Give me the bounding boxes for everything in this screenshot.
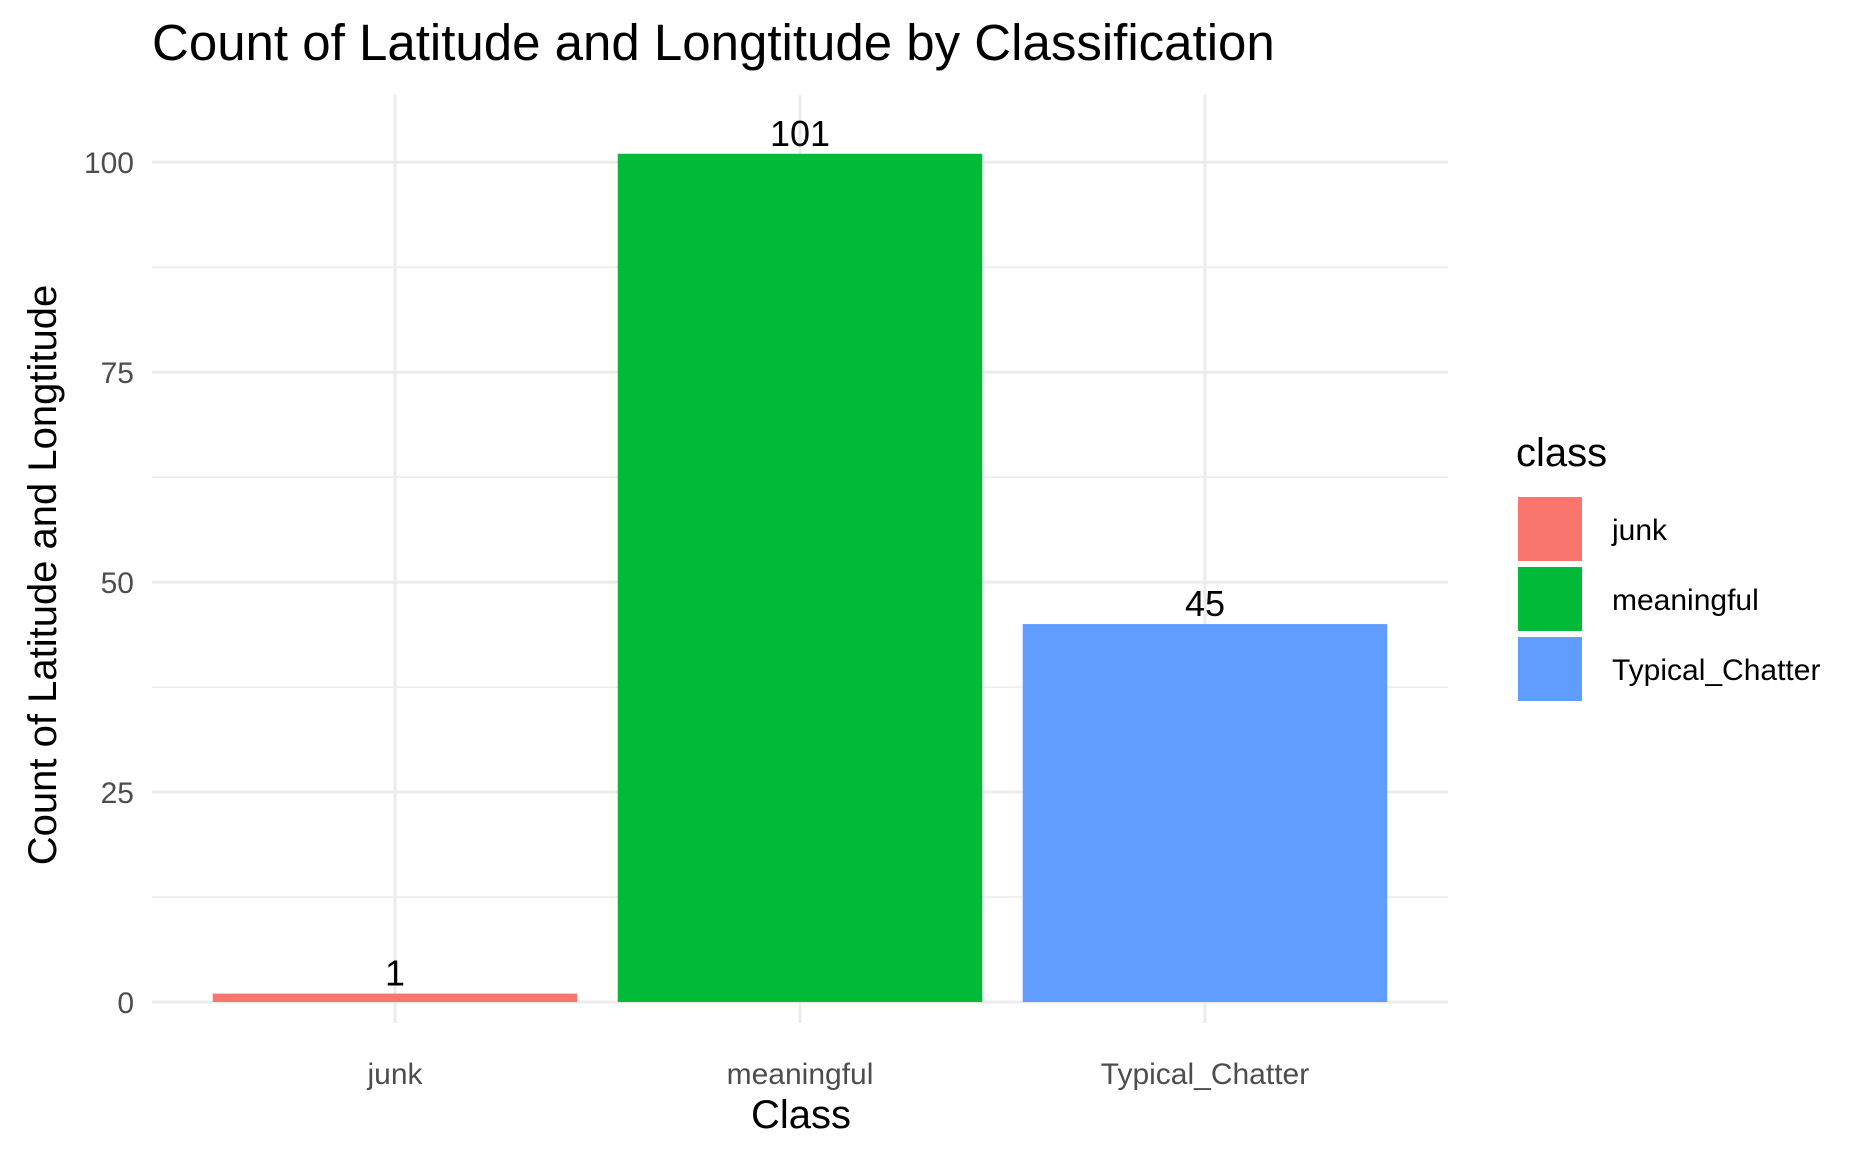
label-layer: 1 101 45 [385,113,1225,994]
bar-junk [212,993,578,1003]
bar-typical-chatter [1022,624,1388,1003]
legend-items: junk meaningful Typical_Chatter [1518,497,1820,701]
legend-label: Typical_Chatter [1612,654,1820,687]
bar-meaningful [617,153,983,1003]
legend-label: junk [1611,514,1668,547]
legend-swatch [1518,567,1582,631]
x-tick-label: Typical_Chatter [1101,1058,1309,1091]
y-tick-label: 100 [84,147,134,180]
data-label: 45 [1185,583,1225,624]
y-tick-label: 25 [101,777,134,810]
y-tick-label: 50 [101,567,134,600]
y-tick-label: 75 [101,357,134,390]
x-tick-label: meaningful [727,1058,874,1091]
data-label: 1 [385,953,405,994]
x-axis-title: Class [751,1093,851,1137]
data-label: 101 [770,113,830,154]
axis-layer: 0 25 50 75 100 junk meaningful Typical_Chatter [84,147,1309,1091]
legend-label: meaningful [1612,584,1759,617]
legend-swatch [1518,637,1582,701]
legend: class junk meaningful Typical_Chatter [1516,431,1820,701]
y-tick-label: 0 [117,987,134,1020]
x-tick-label: junk [366,1058,423,1091]
y-axis-title: Count of Latitude and Longtitude [21,285,65,865]
bar-layer [212,153,1388,1003]
legend-title: class [1516,431,1607,475]
legend-swatch [1518,497,1582,561]
chart-title: Count of Latitude and Longtitude by Clas… [152,14,1275,71]
